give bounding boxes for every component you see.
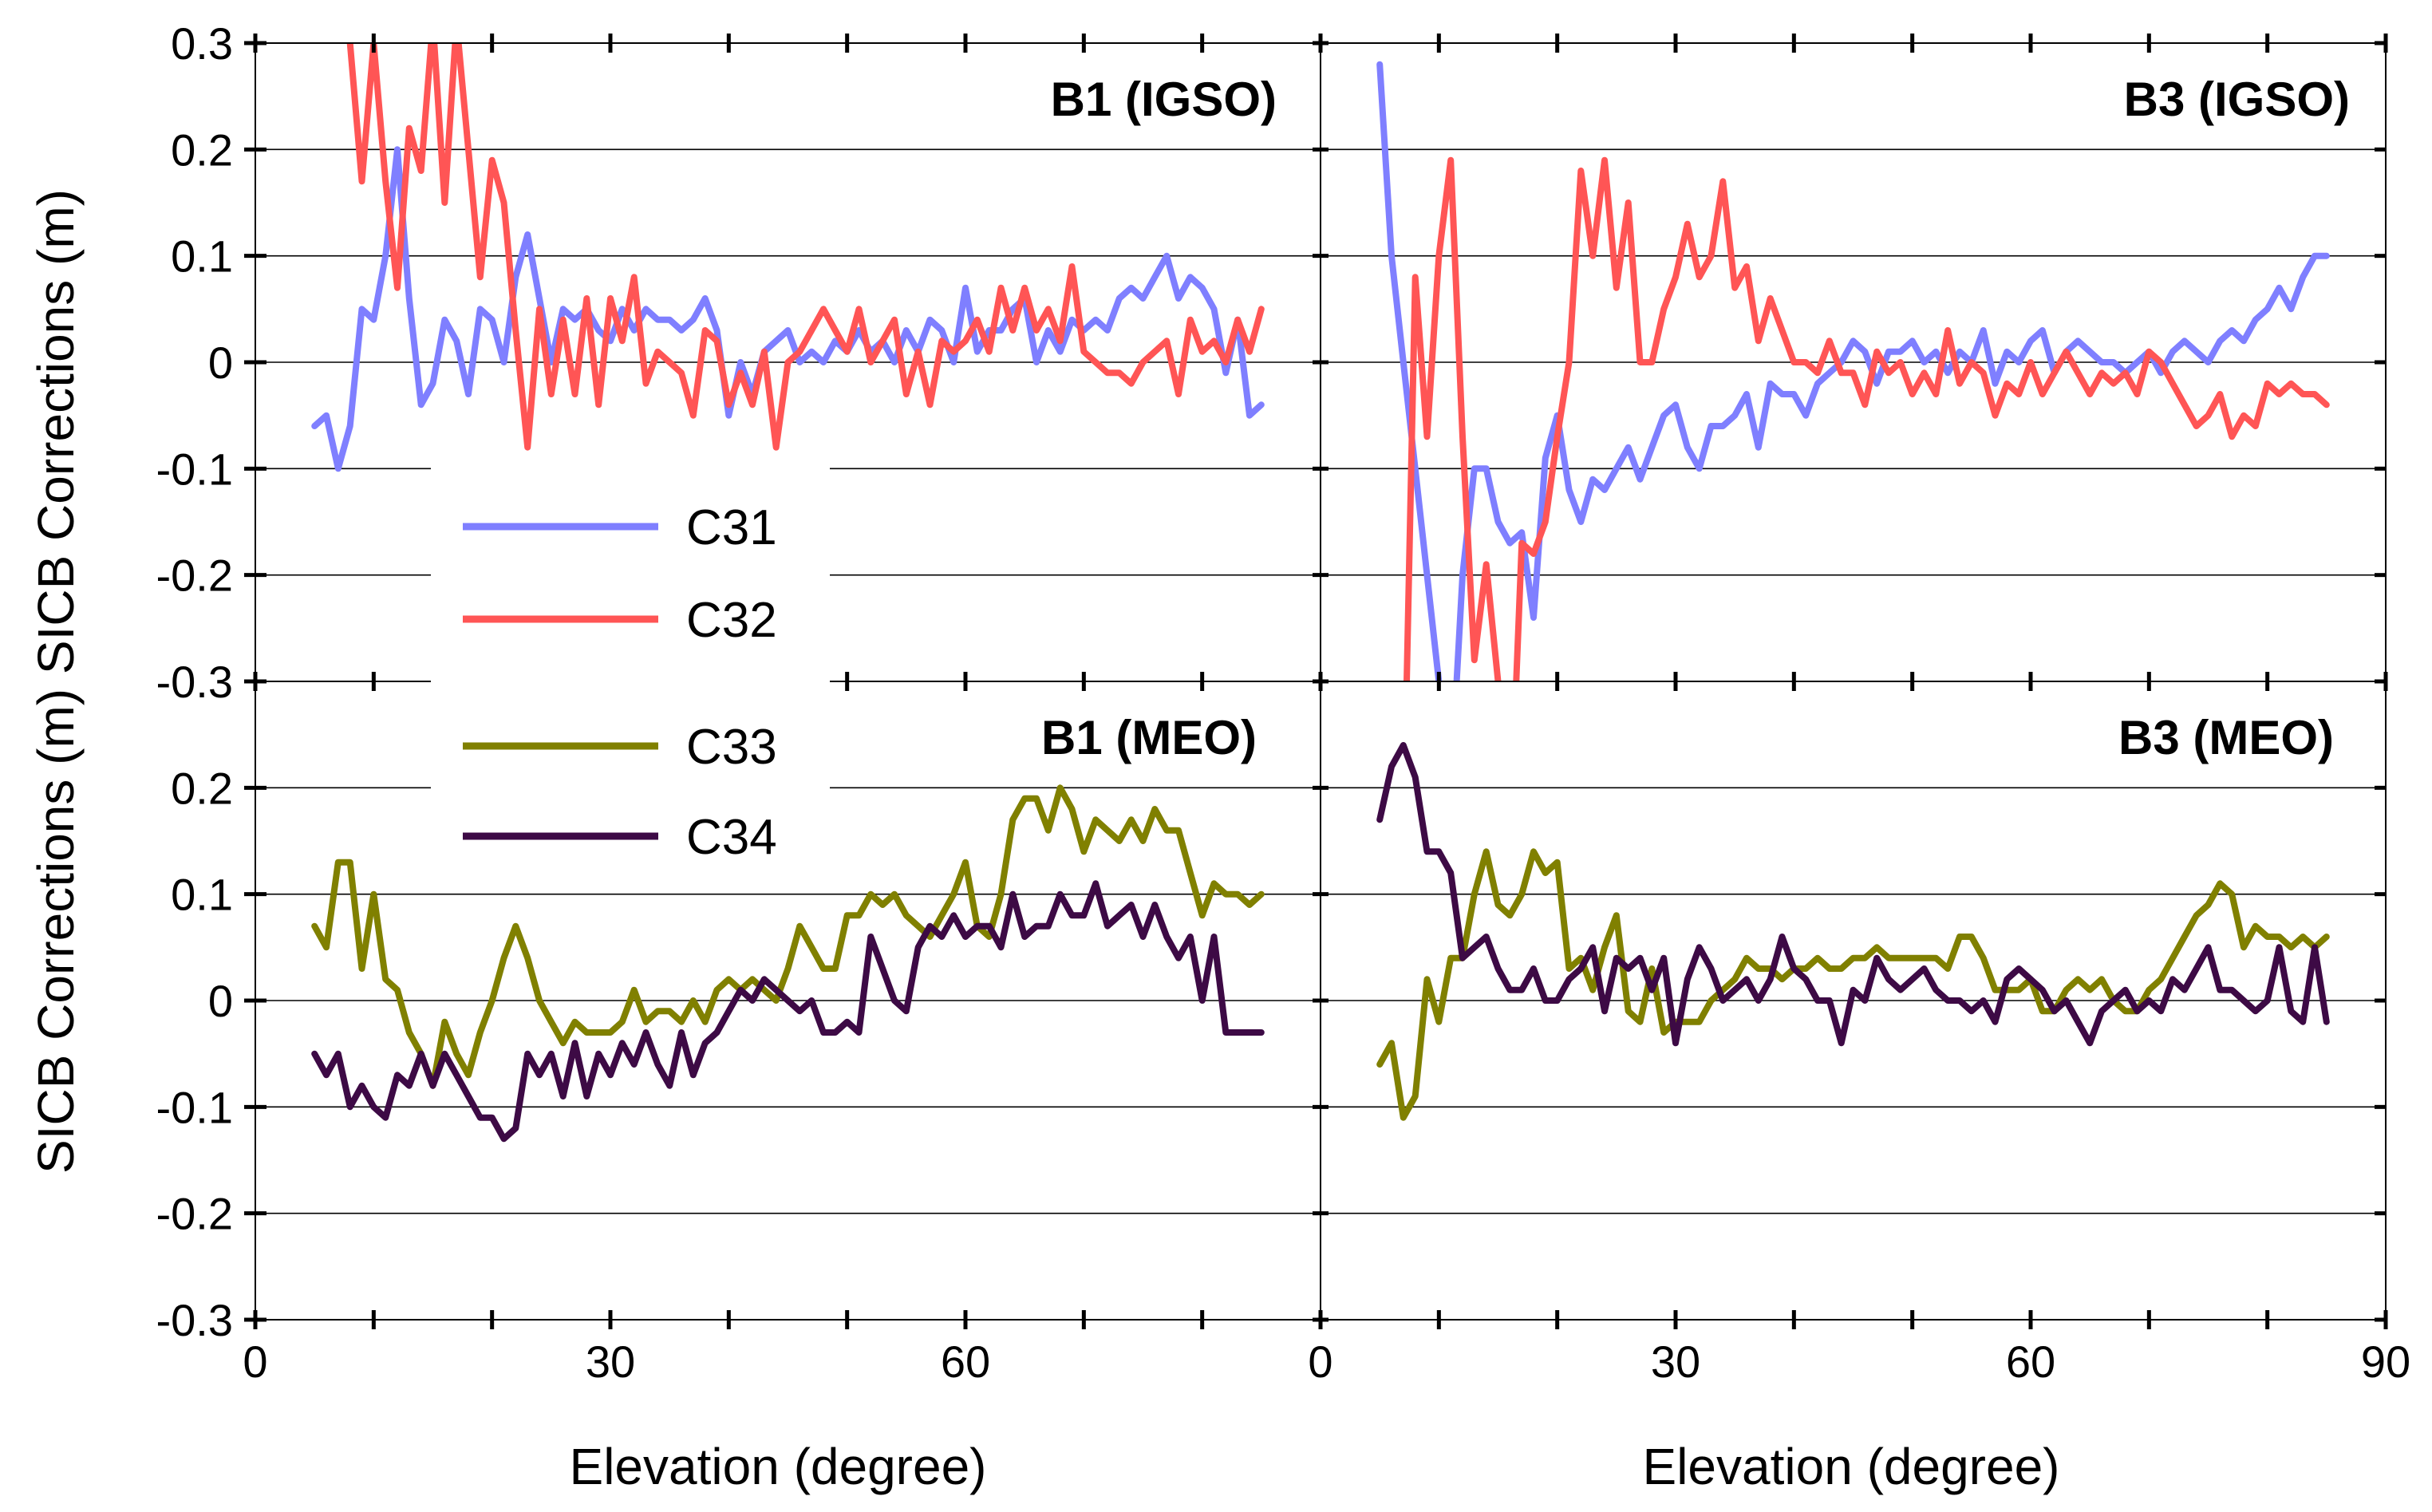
series-b1-igso-c32 <box>346 43 1265 451</box>
x-axis-title-left: Elevation (degree) <box>570 1438 987 1495</box>
series-b1-meo-c34 <box>311 880 1265 1143</box>
series-b3-meo-c34 <box>1376 742 2330 1047</box>
x-tick-label-1-0: 0 <box>1308 1336 1332 1387</box>
y-tick-label-0-4: -0.1 <box>156 444 234 494</box>
series-b3-meo-c33 <box>1376 848 2330 1121</box>
x-tick-label-1-2: 60 <box>2006 1336 2055 1387</box>
x-tick-label-1-3: 90 <box>2361 1336 2410 1387</box>
panel-b3-igso <box>1376 61 2330 681</box>
legend-label-c32: C32 <box>686 593 777 648</box>
y-tick-label-1-3: 0 <box>208 976 233 1026</box>
y-tick-label-0-0: 0.3 <box>171 18 233 69</box>
series-b1-igso-c31 <box>311 146 1265 472</box>
legend-label-c34: C34 <box>686 810 777 865</box>
y-tick-label-0-2: 0.1 <box>171 231 233 282</box>
y-tick-label-1-6: -0.3 <box>156 1295 234 1345</box>
x-tick-label-1-1: 30 <box>1651 1336 1700 1387</box>
legend-label-c33: C33 <box>686 720 777 775</box>
panel-b3-meo <box>1376 742 2330 1121</box>
panel-title-b3-igso: B3 (IGSO) <box>2124 73 2350 126</box>
panel-title-b3-meo: B3 (MEO) <box>2118 711 2334 764</box>
series-layer <box>311 43 2330 1143</box>
legend: C31 C32 C33 C34 <box>431 463 830 878</box>
panel-b1-igso <box>311 43 1265 472</box>
series-b3-igso-c31 <box>1376 61 2330 681</box>
panel-title-b1-meo: B1 (MEO) <box>1041 711 1257 764</box>
series-b1-meo-c33 <box>311 784 1265 1089</box>
y-tick-label-1-4: -0.1 <box>156 1082 234 1132</box>
x-axis-title-right: Elevation (degree) <box>1643 1438 2060 1495</box>
panel-b1-meo <box>311 784 1265 1143</box>
legend-label-c31: C31 <box>686 500 777 555</box>
y-tick-label-0-1: 0.2 <box>171 124 233 175</box>
y-tick-label-1-1: 0.2 <box>171 763 233 813</box>
legend-box <box>431 463 830 878</box>
y-tick-label-1-2: 0.1 <box>171 870 233 920</box>
y-tick-label-0-6: -0.3 <box>156 657 234 707</box>
panel-title-b1-igso: B1 (IGSO) <box>1051 73 1277 126</box>
x-tick-label-0-0: 0 <box>243 1336 267 1387</box>
y-tick-label-0-5: -0.2 <box>156 551 234 601</box>
y-axis-title: SICB Corrections (m) SICB Corrections (m… <box>27 189 85 1174</box>
y-tick-label-1-5: -0.2 <box>156 1189 234 1239</box>
x-tick-label-0-2: 60 <box>941 1336 990 1387</box>
x-tick-label-0-1: 30 <box>586 1336 635 1387</box>
y-tick-label-0-3: 0 <box>208 338 233 388</box>
series-b3-igso-c32 <box>1404 156 2330 681</box>
